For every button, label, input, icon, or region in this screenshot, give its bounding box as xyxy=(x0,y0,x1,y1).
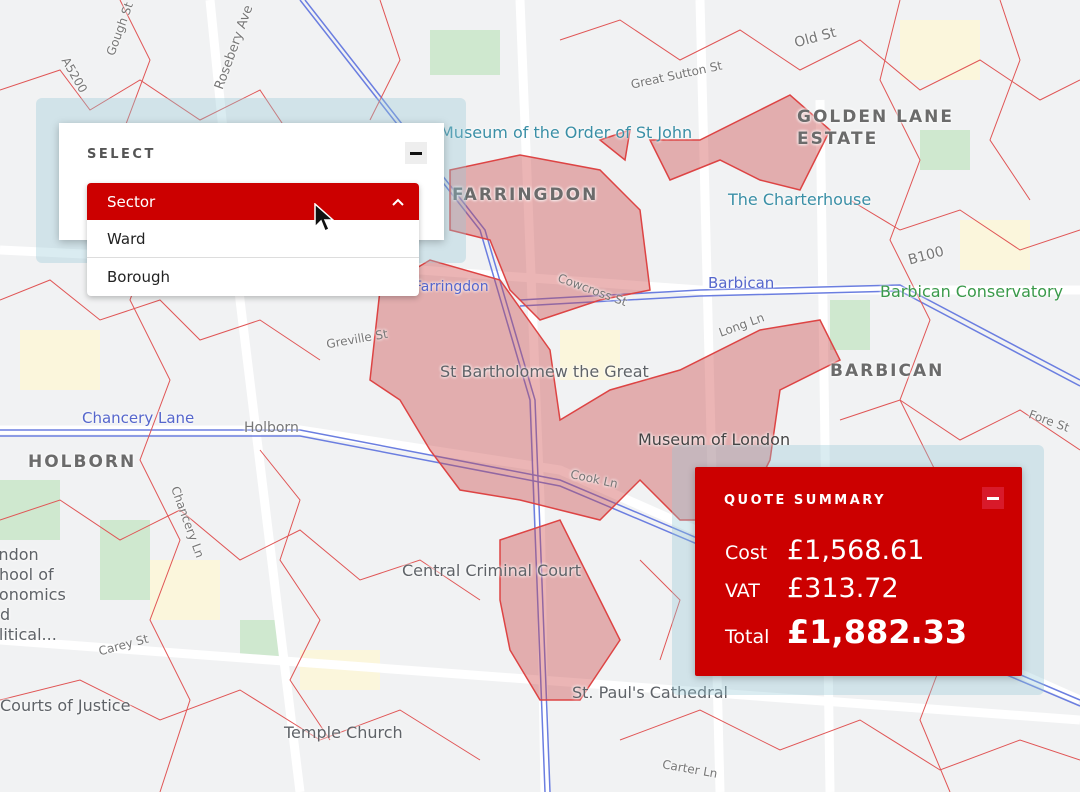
total-label: Total xyxy=(725,626,770,648)
map-label-criminal-court: Central Criminal Court xyxy=(402,561,581,580)
select-minimize-button[interactable] xyxy=(405,142,427,164)
map-label-chancery-lane: Chancery Lane xyxy=(82,409,195,427)
total-row: Total £1,882.33 xyxy=(725,613,967,651)
map-label-barbican-station: Barbican xyxy=(708,274,775,292)
map-label-st-pauls: St. Paul's Cathedral xyxy=(572,683,728,702)
vat-value: £313.72 xyxy=(787,573,899,604)
dropdown-option-ward[interactable]: Ward xyxy=(87,220,419,258)
cost-value: £1,568.61 xyxy=(787,535,925,566)
map-label-barbican-area: BARBICAN xyxy=(830,361,945,381)
total-value: £1,882.33 xyxy=(787,613,968,651)
map-label-farringdon-area: FARRINGDON xyxy=(452,185,599,205)
quote-summary-panel: QUOTE SUMMARY Cost £1,568.61 VAT £313.72 T… xyxy=(695,467,1022,676)
map-label-golden-lane: GOLDEN LANE ESTATE xyxy=(797,107,954,149)
minus-icon xyxy=(410,151,422,155)
quote-minimize-button[interactable] xyxy=(982,487,1004,509)
dropdown-selected-label: Sector xyxy=(107,192,156,211)
mouse-cursor-icon xyxy=(314,203,335,233)
dropdown-selected[interactable]: Sector xyxy=(87,183,419,220)
map-label-temple-church: Temple Church xyxy=(284,723,403,742)
map-label-courts-justice: Courts of Justice xyxy=(0,696,131,715)
cost-row: Cost £1,568.61 xyxy=(725,535,924,566)
select-panel-title: SELECT xyxy=(87,147,156,162)
map-label-barbican-conservatory: Barbican Conservatory xyxy=(880,282,1064,301)
map-label-holborn-road: Holborn xyxy=(244,420,299,436)
sector-dropdown[interactable]: Sector Ward Borough xyxy=(87,183,419,296)
map-label-lse: London School of Economics and Political… xyxy=(0,545,66,644)
map-label-st-barts: St Bartholomew the Great xyxy=(440,362,649,381)
map-label-farringdon-station: Farringdon xyxy=(414,279,489,295)
cost-label: Cost xyxy=(725,542,768,564)
map-label-museum-london: Museum of London xyxy=(638,430,791,449)
minus-icon xyxy=(987,496,999,500)
chevron-up-icon xyxy=(392,198,404,206)
map-label-charterhouse: The Charterhouse xyxy=(728,190,872,209)
map-label-museum-order: Museum of the Order of St John xyxy=(440,123,693,142)
selected-sectors xyxy=(369,94,842,701)
map-blocks xyxy=(20,20,1030,690)
vat-label: VAT xyxy=(725,580,760,602)
quote-summary-title: QUOTE SUMMARY xyxy=(724,493,886,508)
map-label-holborn-area: HOLBORN xyxy=(28,452,137,472)
dropdown-option-borough[interactable]: Borough xyxy=(107,268,171,286)
vat-row: VAT £313.72 xyxy=(725,573,899,604)
